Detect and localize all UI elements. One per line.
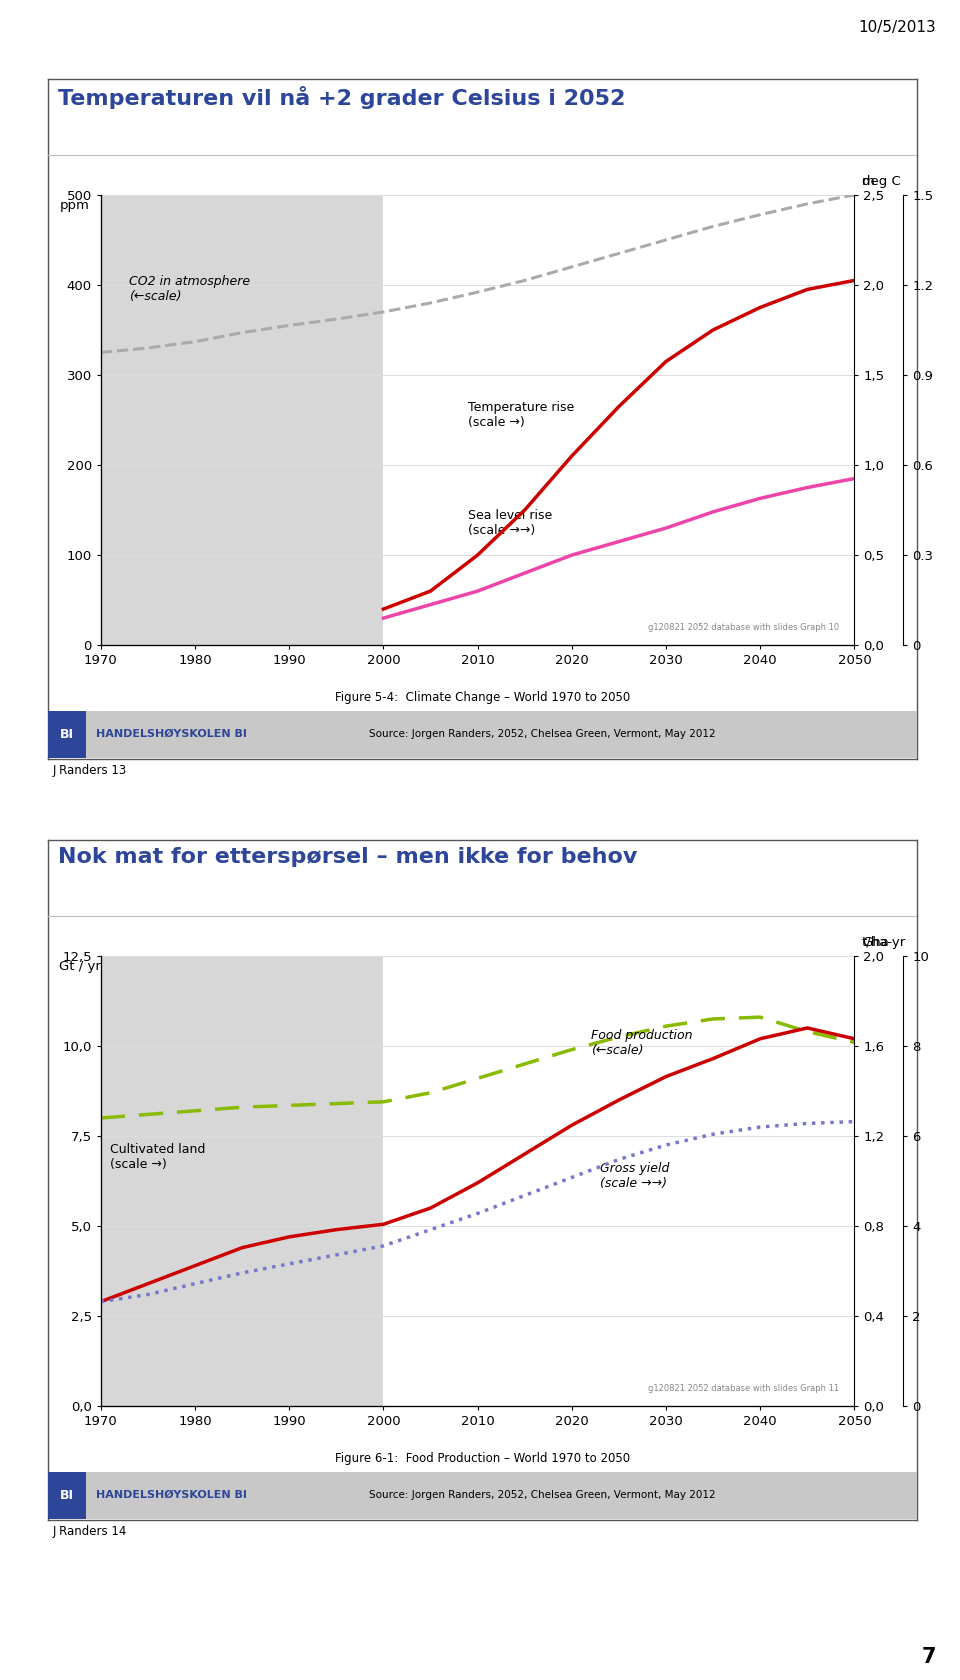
Text: Gha: Gha — [862, 936, 889, 949]
Text: Cultivated land
(scale →): Cultivated land (scale →) — [110, 1142, 205, 1171]
Text: Source: Jorgen Randers, 2052, Chelsea Green, Vermont, May 2012: Source: Jorgen Randers, 2052, Chelsea Gr… — [370, 1490, 716, 1500]
Text: Figure 6-1:  Food Production – World 1970 to 2050: Figure 6-1: Food Production – World 1970… — [335, 1452, 630, 1465]
Text: HANDELSHØYSKOLEN BI: HANDELSHØYSKOLEN BI — [96, 729, 247, 739]
Bar — [101, 195, 383, 645]
Text: t/ha-yr: t/ha-yr — [862, 936, 906, 949]
Text: deg C: deg C — [862, 175, 900, 188]
Text: BI: BI — [60, 727, 74, 741]
Text: Source: Jorgen Randers, 2052, Chelsea Green, Vermont, May 2012: Source: Jorgen Randers, 2052, Chelsea Gr… — [370, 729, 716, 739]
Text: g120821 2052 database with slides Graph 10: g120821 2052 database with slides Graph … — [648, 623, 839, 632]
Text: HANDELSHØYSKOLEN BI: HANDELSHØYSKOLEN BI — [96, 1490, 247, 1500]
Text: g120821 2052 database with slides Graph 11: g120821 2052 database with slides Graph … — [648, 1384, 839, 1393]
Text: Gross yield
(scale →→): Gross yield (scale →→) — [600, 1163, 669, 1189]
Text: J Randers 14: J Randers 14 — [53, 1525, 127, 1539]
Text: 7: 7 — [922, 1646, 936, 1667]
Text: ppm: ppm — [60, 200, 89, 212]
Text: Figure 5-4:  Climate Change – World 1970 to 2050: Figure 5-4: Climate Change – World 1970 … — [335, 690, 630, 704]
Text: Food production
(←scale): Food production (←scale) — [590, 1028, 692, 1057]
Text: CO2 in atmosphere
(←scale): CO2 in atmosphere (←scale) — [129, 276, 251, 302]
Text: Temperature rise
(scale →): Temperature rise (scale →) — [468, 402, 574, 428]
Text: Gt / yr: Gt / yr — [60, 961, 101, 973]
Bar — [101, 956, 383, 1406]
Text: m: m — [862, 175, 875, 188]
Text: Sea level rise
(scale →→): Sea level rise (scale →→) — [468, 509, 552, 538]
Text: Temperaturen vil nå +2 grader Celsius i 2052: Temperaturen vil nå +2 grader Celsius i … — [58, 86, 625, 109]
Text: J Randers 13: J Randers 13 — [53, 764, 127, 778]
Text: BI: BI — [60, 1488, 74, 1502]
Text: 10/5/2013: 10/5/2013 — [858, 20, 936, 35]
Text: Nok mat for etterspørsel – men ikke for behov: Nok mat for etterspørsel – men ikke for … — [58, 847, 637, 867]
